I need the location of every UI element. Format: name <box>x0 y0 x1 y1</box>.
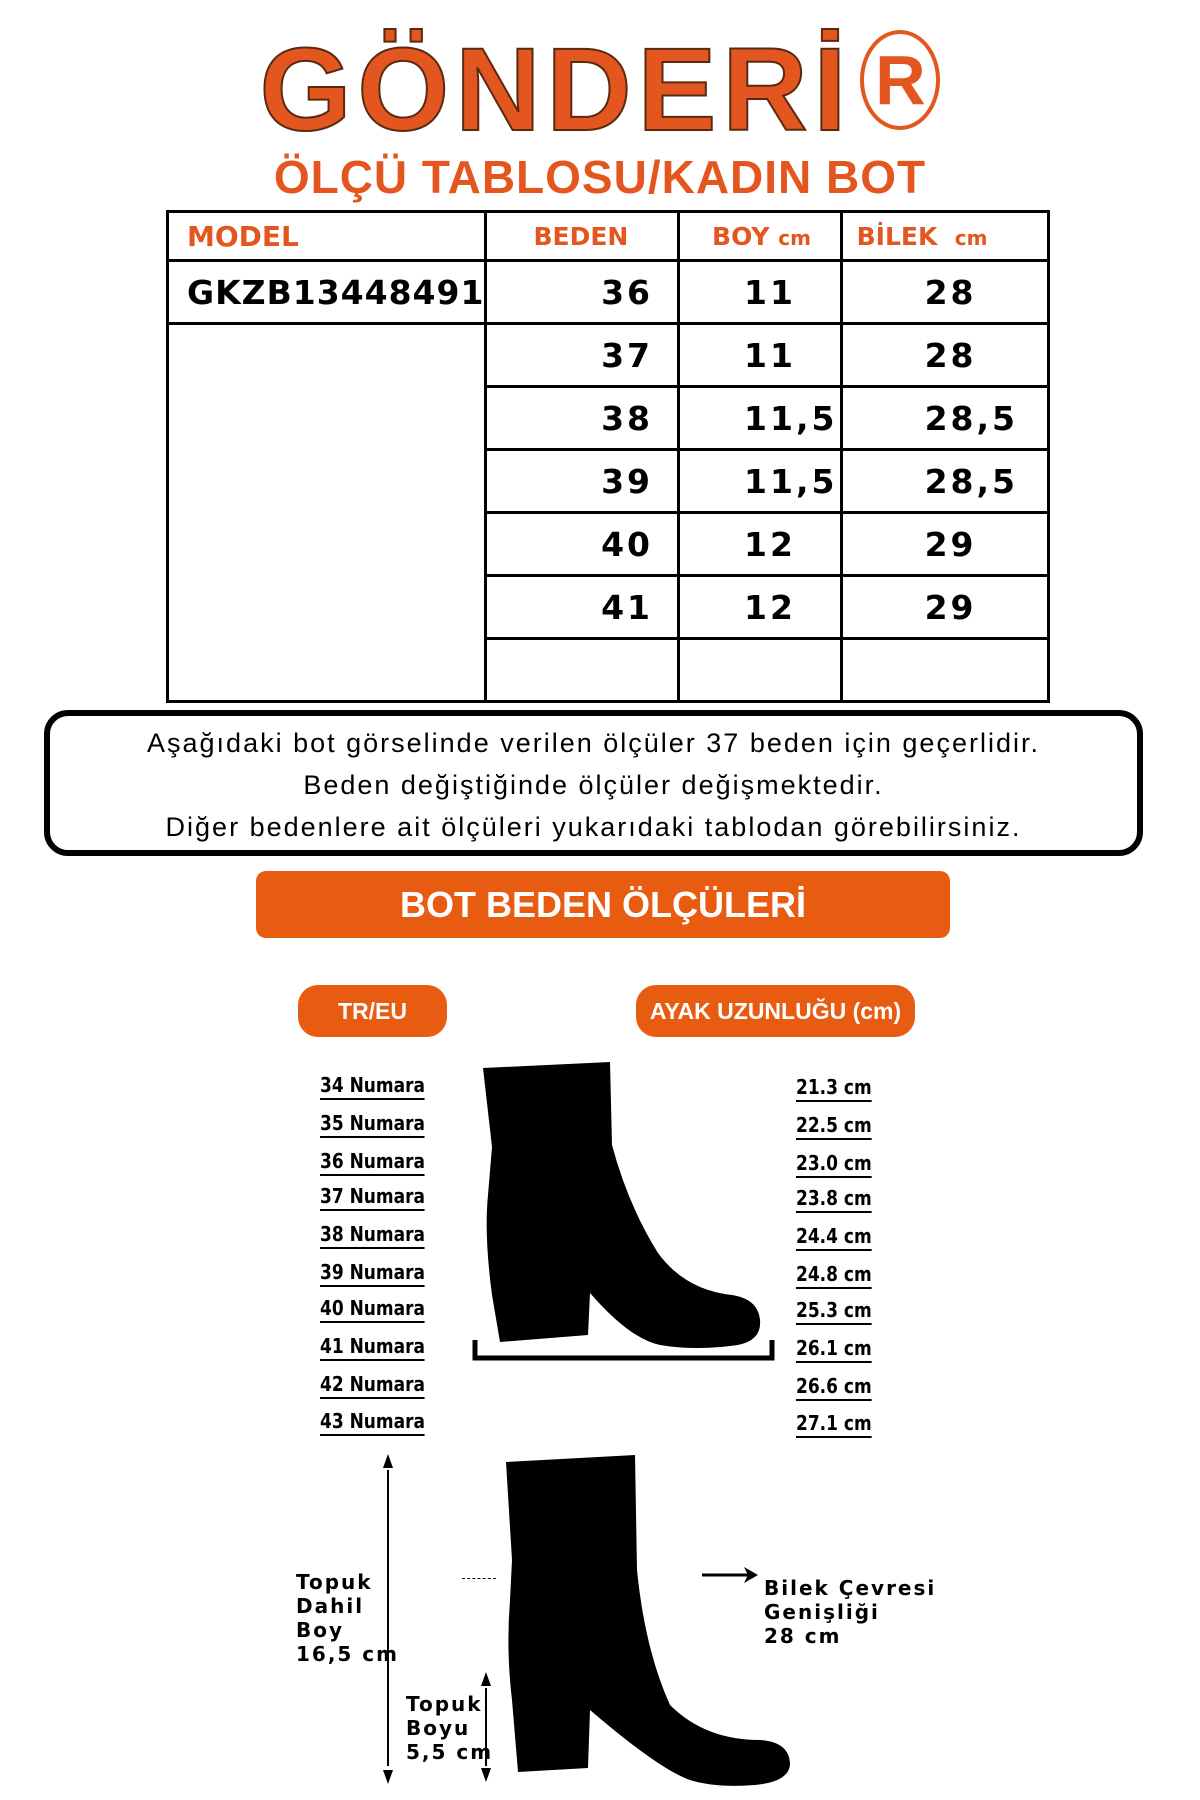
tr-eu-header: TR/EU <box>298 985 447 1037</box>
empty-cell <box>484 638 679 703</box>
size-item: 37 Numara <box>320 1183 425 1211</box>
model-cell: GKZB13448491 <box>165 260 486 325</box>
foot-length-item: 23.0 cm <box>796 1150 872 1178</box>
heel-height-label: Topuk Boyu 5,5 cm <box>406 1692 493 1764</box>
total-height-label: Topuk Dahil Boy 16,5 cm <box>296 1570 399 1666</box>
header-bilek-label: BİLEK <box>856 221 938 251</box>
beden-cell: 40 <box>484 512 679 577</box>
beden-cell: 41 <box>484 575 679 640</box>
notice-line: Beden değiştiğinde ölçüler değişmektedir… <box>303 770 884 800</box>
notice-box: Aşağıdaki bot görselinde verilen ölçüler… <box>44 710 1143 856</box>
label-line: Bilek Çevresi <box>764 1576 937 1600</box>
bilek-cell: 28,5 <box>839 386 1049 451</box>
foot-length-item: 21.3 cm <box>796 1074 872 1102</box>
boot-silhouette-icon <box>472 1062 775 1361</box>
empty-row <box>168 638 1049 703</box>
header-boy-label: BOY <box>712 221 770 251</box>
foot-length-item: 26.1 cm <box>796 1335 872 1363</box>
label-line: 5,5 cm <box>406 1740 494 1764</box>
label-line: Topuk <box>296 1570 373 1594</box>
header-boy-unit: cm <box>778 225 811 250</box>
header-beden: BEDEN <box>484 211 679 262</box>
size-item: 40 Numara <box>320 1295 425 1323</box>
registered-mark: R <box>860 30 941 130</box>
table-row: 37 11 28 <box>165 323 1049 702</box>
heel-height-arrow-icon <box>481 1672 491 1782</box>
size-item: 35 Numara <box>320 1110 425 1138</box>
bilek-cell: 28 <box>839 323 1049 388</box>
table-row: GKZB13448491 36 11 28 <box>165 260 1049 325</box>
brand-logo: GÖNDERİ <box>259 24 853 156</box>
boy-cell: 11 <box>677 260 842 325</box>
table-header-row: MODEL BEDEN BOY cm BİLEK cm <box>165 211 1049 262</box>
header-model: MODEL <box>165 211 486 262</box>
size-item: 34 Numara <box>320 1072 425 1100</box>
boot-measurement-icon <box>506 1455 790 1786</box>
bilek-cell: 28,5 <box>839 449 1049 514</box>
bilek-cell: 28 <box>839 260 1049 325</box>
size-item: 38 Numara <box>320 1221 425 1249</box>
foot-length-item: 22.5 cm <box>796 1112 872 1140</box>
section-banner: BOT BEDEN ÖLÇÜLERİ <box>256 871 950 938</box>
table-row: 39 11,5 28,5 <box>168 449 1049 514</box>
length-bracket <box>472 1340 775 1361</box>
beden-cell: 36 <box>484 260 679 325</box>
brand-header: GÖNDERİ R <box>0 28 1200 152</box>
ankle-width-label: Bilek Çevresi Genişliği 28 cm <box>764 1576 936 1648</box>
foot-length-item: 24.4 cm <box>796 1223 872 1251</box>
size-item: 39 Numara <box>320 1259 425 1287</box>
table-row: 38 11,5 28,5 <box>168 386 1049 451</box>
bilek-cell: 29 <box>839 512 1049 577</box>
beden-cell: 37 <box>484 323 679 388</box>
boy-cell: 11 <box>677 323 842 388</box>
header-bilek: BİLEK cm <box>839 211 1049 262</box>
ankle-marker-line <box>462 1578 496 1579</box>
size-item: 42 Numara <box>320 1371 425 1399</box>
empty-cell <box>677 638 842 703</box>
ankle-arrow-icon <box>702 1567 758 1583</box>
total-height-arrow-icon <box>383 1454 393 1784</box>
boy-cell: 12 <box>677 512 842 577</box>
page-title: ÖLÇÜ TABLOSU/KADIN BOT <box>273 151 927 203</box>
foot-length-header: AYAK UZUNLUĞU (cm) <box>636 985 915 1037</box>
bilek-cell: 29 <box>839 575 1049 640</box>
notice-line: Aşağıdaki bot görselinde verilen ölçüler… <box>147 728 1040 758</box>
foot-length-item: 27.1 cm <box>796 1410 872 1438</box>
label-line: Boyu <box>406 1716 471 1740</box>
table-row: 41 12 29 <box>168 575 1049 640</box>
label-line: Topuk <box>406 1692 483 1716</box>
size-table: MODEL BEDEN BOY cm BİLEK cm GKZB13448491… <box>165 210 1050 703</box>
size-item: 41 Numara <box>320 1333 425 1361</box>
size-item: 43 Numara <box>320 1408 425 1436</box>
label-line: Dahil <box>296 1594 365 1618</box>
size-item: 36 Numara <box>320 1148 425 1176</box>
empty-cell <box>839 638 1049 703</box>
table-row: 40 12 29 <box>168 512 1049 577</box>
label-line: 28 cm <box>764 1624 842 1648</box>
foot-length-item: 24.8 cm <box>796 1261 872 1289</box>
boy-cell: 11,5 <box>677 386 842 451</box>
boy-cell: 11,5 <box>677 449 842 514</box>
boy-cell: 12 <box>677 575 842 640</box>
foot-length-item: 25.3 cm <box>796 1297 872 1325</box>
label-line: Boy <box>296 1618 345 1642</box>
beden-cell: 38 <box>484 386 679 451</box>
header-bilek-unit: cm <box>954 225 988 250</box>
beden-cell: 39 <box>484 449 679 514</box>
model-empty-cell <box>165 323 486 702</box>
foot-length-item: 23.8 cm <box>796 1185 872 1213</box>
header-boy: BOY cm <box>677 211 842 262</box>
label-line: 16,5 cm <box>296 1642 400 1666</box>
label-line: Genişliği <box>764 1600 880 1624</box>
foot-length-item: 26.6 cm <box>796 1373 872 1401</box>
notice-line: Diğer bedenlere ait ölçüleri yukarıdaki … <box>165 812 1022 842</box>
